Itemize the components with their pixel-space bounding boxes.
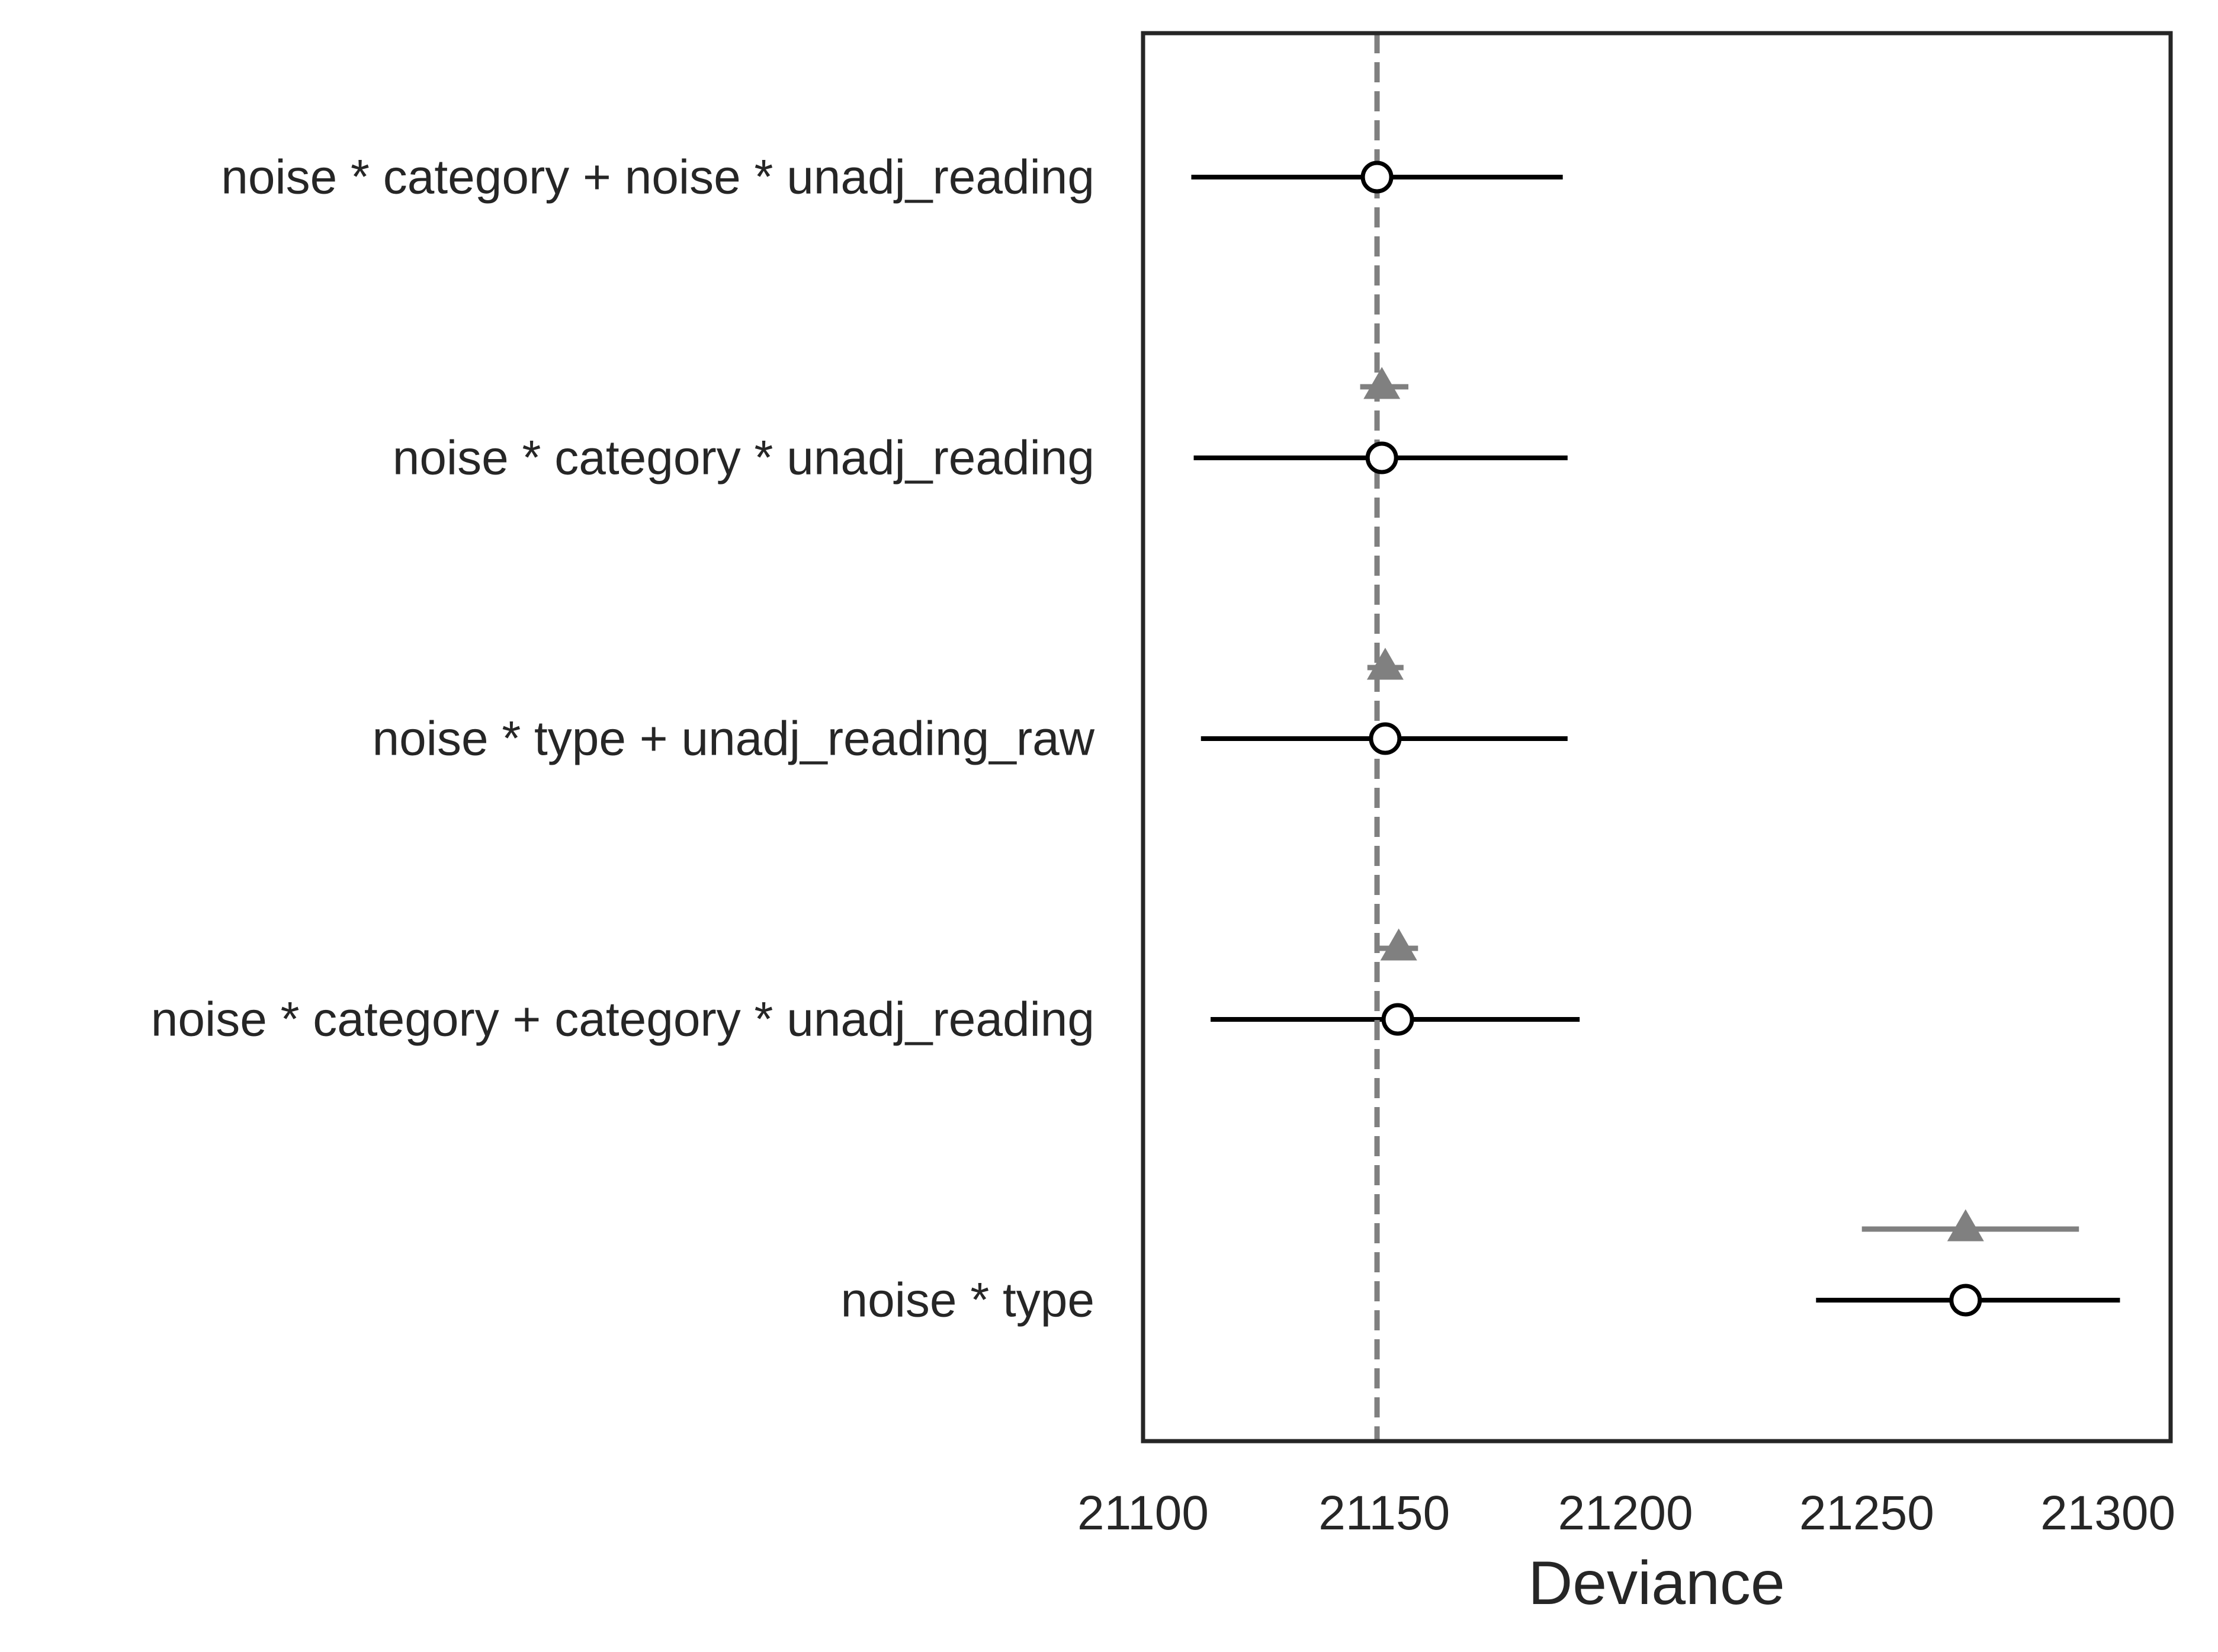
y-tick-labels: noise * category + noise * unadj_reading… — [151, 150, 1095, 1327]
x-axis-label: Deviance — [1528, 1549, 1785, 1618]
circle-marker — [1369, 722, 1402, 755]
triangle-marker — [1380, 928, 1417, 961]
x-tick-label: 21150 — [1318, 1486, 1450, 1540]
circle-marker — [1360, 161, 1394, 194]
circle-marker — [1365, 441, 1398, 474]
x-tick-label: 21300 — [2040, 1486, 2175, 1540]
x-tick-labels: 21100 21150 21200 21250 21300 — [1077, 1486, 2175, 1540]
y-tick-label: noise * category + category * unadj_read… — [151, 993, 1094, 1047]
triangle-marker — [1366, 647, 1404, 680]
markers-layer — [1360, 161, 1984, 1317]
x-tick-label: 21100 — [1077, 1486, 1209, 1540]
triangle-marker — [1947, 1209, 1984, 1242]
circle-marker — [1949, 1284, 1982, 1317]
x-tick-label: 21250 — [1799, 1486, 1934, 1540]
y-tick-label: noise * category + noise * unadj_reading — [221, 150, 1094, 204]
error-bars-layer — [1191, 175, 2120, 1303]
y-tick-label: noise * type + unadj_reading_raw — [373, 712, 1095, 766]
plot-frame — [1141, 31, 2173, 1444]
y-tick-label: noise * category * unadj_reading — [393, 431, 1094, 485]
triangle-marker — [1363, 367, 1401, 399]
circle-marker — [1381, 1003, 1414, 1036]
x-tick-label: 21200 — [1558, 1486, 1693, 1540]
y-tick-label: noise * type — [841, 1274, 1095, 1327]
